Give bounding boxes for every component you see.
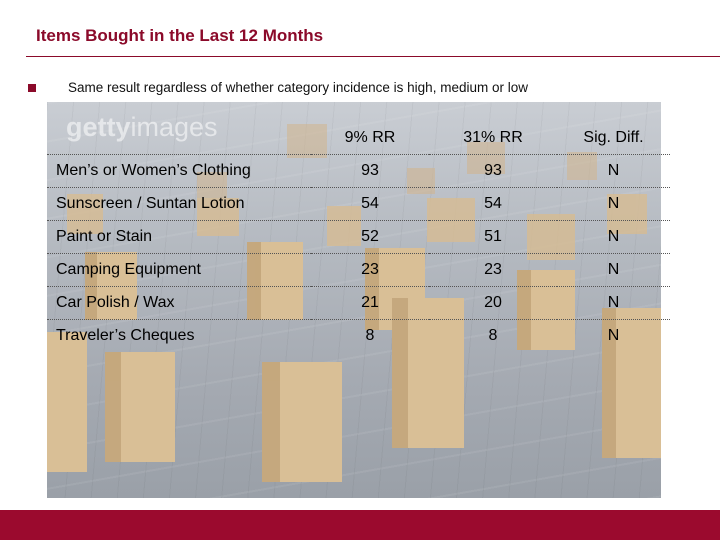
row-item: Traveler’s Cheques [56, 327, 195, 344]
row-rr9: 8 [365, 327, 375, 344]
footer-bar [0, 510, 720, 540]
row-rr9: 52 [311, 220, 429, 254]
row-rr9: 23 [311, 253, 429, 287]
row-sig: N [557, 220, 670, 254]
row-sig: N [557, 286, 670, 320]
row-rr31: 8 [488, 327, 498, 344]
header-sig-diff: Sig. Diff. [557, 122, 670, 155]
row-item: Camping Equipment [47, 253, 311, 287]
bullet-square-icon [28, 84, 36, 92]
row-rr9: 54 [311, 187, 429, 221]
row-rr31: 93 [429, 154, 557, 188]
table-row: Sunscreen / Suntan Lotion 54 54 N [47, 187, 670, 221]
row-item: Men’s or Women’s Clothing [47, 154, 311, 188]
slide-title: Items Bought in the Last 12 Months [36, 26, 324, 45]
slide-subtitle: Same result regardless of whether catego… [68, 80, 528, 95]
row-rr9: 21 [311, 286, 429, 320]
header-31pct-rr: 31% RR [429, 122, 557, 155]
table-row: Paint or Stain 52 51 N [47, 220, 670, 254]
row-item: Paint or Stain [47, 220, 311, 254]
results-table: 9% RR 31% RR Sig. Diff. Men’s or Women’s… [47, 122, 670, 352]
table-row: Camping Equipment 23 23 N [47, 253, 670, 287]
title-divider [26, 56, 720, 57]
row-sig: N [557, 253, 670, 287]
row-item: Car Polish / Wax [47, 286, 311, 320]
row-rr9: 93 [311, 154, 429, 188]
row-rr31: 23 [429, 253, 557, 287]
table-row: Traveler’s Cheques 8 8 N [47, 320, 670, 353]
table-row: Men’s or Women’s Clothing 93 93 N [47, 154, 670, 188]
row-sig: N [607, 327, 620, 344]
header-9pct-rr: 9% RR [311, 122, 429, 155]
header-item [47, 122, 311, 155]
row-rr31: 51 [429, 220, 557, 254]
table-header-row: 9% RR 31% RR Sig. Diff. [47, 122, 670, 155]
table-row: Car Polish / Wax 21 20 N [47, 286, 670, 320]
row-rr31: 54 [429, 187, 557, 221]
row-sig: N [557, 154, 670, 188]
row-rr31: 20 [429, 286, 557, 320]
row-item: Sunscreen / Suntan Lotion [47, 187, 311, 221]
row-sig: N [557, 187, 670, 221]
